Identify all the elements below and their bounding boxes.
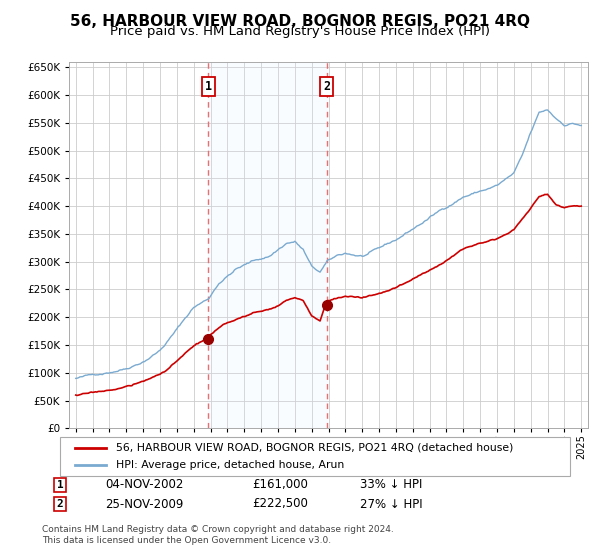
Text: 33% ↓ HPI: 33% ↓ HPI: [360, 478, 422, 492]
Text: HPI: Average price, detached house, Arun: HPI: Average price, detached house, Arun: [116, 460, 344, 470]
Bar: [208, 62, 327, 428]
Text: 1: 1: [205, 80, 212, 93]
Text: 2: 2: [56, 499, 64, 509]
Text: Price paid vs. HM Land Registry's House Price Index (HPI): Price paid vs. HM Land Registry's House …: [110, 25, 490, 38]
Text: 56, HARBOUR VIEW ROAD, BOGNOR REGIS, PO21 4RQ (detached house): 56, HARBOUR VIEW ROAD, BOGNOR REGIS, PO2…: [116, 443, 514, 453]
Text: 1: 1: [56, 480, 64, 490]
Text: £161,000: £161,000: [252, 478, 308, 492]
FancyBboxPatch shape: [60, 437, 570, 476]
Text: 25-NOV-2009: 25-NOV-2009: [105, 497, 184, 511]
Text: 27% ↓ HPI: 27% ↓ HPI: [360, 497, 422, 511]
Text: 2: 2: [323, 80, 331, 93]
Text: 56, HARBOUR VIEW ROAD, BOGNOR REGIS, PO21 4RQ: 56, HARBOUR VIEW ROAD, BOGNOR REGIS, PO2…: [70, 14, 530, 29]
Text: £222,500: £222,500: [252, 497, 308, 511]
Text: 04-NOV-2002: 04-NOV-2002: [105, 478, 184, 492]
Text: Contains HM Land Registry data © Crown copyright and database right 2024.
This d: Contains HM Land Registry data © Crown c…: [42, 525, 394, 545]
